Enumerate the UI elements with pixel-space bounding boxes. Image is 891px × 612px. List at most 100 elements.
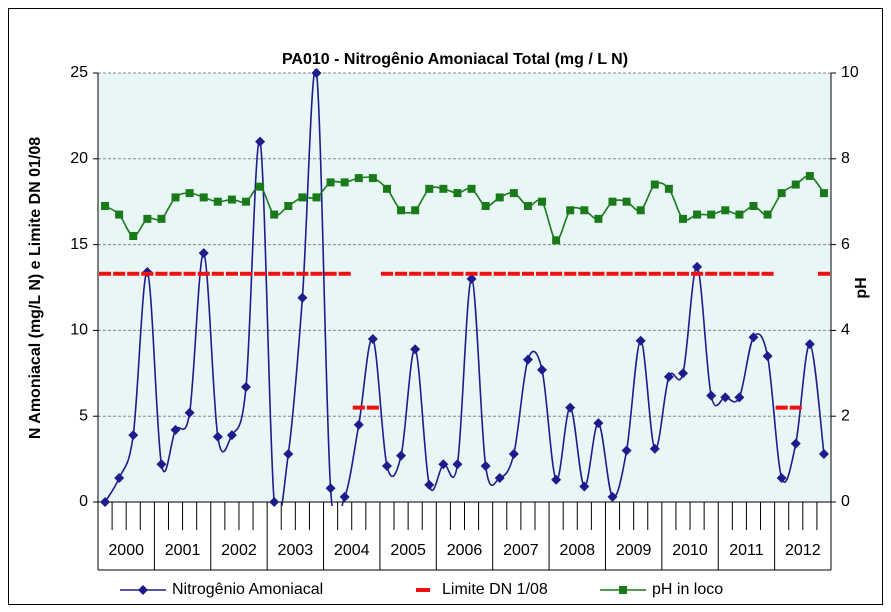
diamond-marker xyxy=(480,460,491,471)
square-marker xyxy=(143,214,152,223)
diamond-marker xyxy=(226,430,237,441)
diamond-marker xyxy=(184,407,195,418)
diamond-marker xyxy=(663,371,674,382)
legend-label: Nitrogênio Amoniacal xyxy=(172,581,323,598)
year-label: 2008 xyxy=(559,542,595,559)
diamond-marker xyxy=(381,460,392,471)
diamond-marker xyxy=(297,292,308,303)
diamond-marker xyxy=(128,430,139,441)
year-label: 2009 xyxy=(616,542,652,559)
diamond-marker xyxy=(494,472,505,483)
diamond-marker xyxy=(762,351,773,362)
diamond-marker xyxy=(198,248,209,259)
diamond-marker xyxy=(508,448,519,459)
square-marker xyxy=(467,184,476,193)
diamond-marker xyxy=(114,472,125,483)
square-marker xyxy=(538,197,547,206)
square-marker xyxy=(664,184,673,193)
year-label: 2006 xyxy=(447,542,483,559)
square-marker xyxy=(326,178,335,187)
y2-tick-label: 0 xyxy=(841,493,850,510)
square-marker xyxy=(382,184,391,193)
square-marker xyxy=(636,206,645,215)
square-marker xyxy=(284,201,293,210)
diamond-marker xyxy=(367,333,378,344)
diamond-marker xyxy=(537,364,548,375)
square-marker xyxy=(171,193,180,202)
square-marker xyxy=(622,197,631,206)
series-line xyxy=(104,175,825,242)
y2-tick-label: 4 xyxy=(841,322,850,339)
y2-tick-label: 6 xyxy=(841,236,850,253)
square-marker xyxy=(129,232,138,241)
y2-tick-label: 8 xyxy=(841,150,850,167)
diamond-marker xyxy=(396,450,407,461)
square-marker xyxy=(185,189,194,198)
diamond-marker xyxy=(522,354,533,365)
plot-area xyxy=(98,73,831,502)
legend-label: Limite DN 1/08 xyxy=(442,581,548,598)
y-tick-label: 10 xyxy=(70,322,88,339)
square-marker xyxy=(312,193,321,202)
year-label: 2003 xyxy=(278,542,314,559)
diamond-marker xyxy=(212,431,223,442)
square-marker xyxy=(509,189,518,198)
chart-title: PA010 - Nitrogênio Amoniacal Total (mg /… xyxy=(282,51,628,68)
diamond-marker xyxy=(170,424,181,435)
diamond-marker xyxy=(255,136,266,147)
diamond-marker xyxy=(325,483,336,494)
square-marker xyxy=(453,189,462,198)
y-tick-label: 0 xyxy=(79,493,88,510)
square-marker xyxy=(439,184,448,193)
year-label: 2004 xyxy=(334,542,370,559)
square-marker xyxy=(368,174,377,183)
square-marker xyxy=(523,201,532,210)
year-label: 2011 xyxy=(729,542,764,559)
y-tick-label: 5 xyxy=(79,407,88,424)
square-marker xyxy=(763,210,772,219)
diamond-marker xyxy=(621,445,632,456)
square-marker xyxy=(693,210,702,219)
diamond-marker xyxy=(790,438,801,449)
diamond-marker xyxy=(311,68,322,78)
diamond-marker xyxy=(353,419,364,430)
square-marker xyxy=(411,206,420,215)
year-label: 2001 xyxy=(165,542,201,559)
square-marker xyxy=(481,201,490,210)
square-marker xyxy=(115,210,124,219)
year-label: 2007 xyxy=(503,542,539,559)
y-axis-label: N Amoniacal (mg/L N) e Limite DN 01/08 xyxy=(27,137,44,439)
square-marker xyxy=(552,236,561,245)
diamond-marker xyxy=(720,392,731,403)
square-marker xyxy=(678,214,687,223)
diamond-marker xyxy=(748,332,759,343)
diamond-marker xyxy=(100,497,111,507)
diamond-marker xyxy=(677,368,688,379)
year-label: 2010 xyxy=(672,542,708,559)
diamond-marker xyxy=(466,273,477,284)
year-label: 2012 xyxy=(785,542,821,559)
y2-tick-label: 2 xyxy=(841,407,850,424)
square-marker xyxy=(199,193,208,202)
square-marker xyxy=(213,197,222,206)
y2-axis-label: pH xyxy=(853,277,870,298)
y-tick-label: 25 xyxy=(70,64,88,81)
diamond-marker xyxy=(692,261,703,272)
diamond-marker xyxy=(241,382,252,393)
square-marker xyxy=(227,195,236,204)
diamond-marker xyxy=(283,448,294,459)
square-marker xyxy=(650,180,659,189)
square-marker xyxy=(805,171,814,180)
legend-marker xyxy=(619,586,627,594)
square-marker xyxy=(256,182,265,191)
diamond-marker xyxy=(339,491,350,502)
y2-tick-label: 10 xyxy=(841,64,859,81)
legend-marker xyxy=(138,585,148,595)
diamond-marker xyxy=(551,474,562,485)
square-marker xyxy=(298,193,307,202)
diamond-marker xyxy=(706,390,717,401)
diamond-marker xyxy=(579,481,590,492)
square-marker xyxy=(340,178,349,187)
year-label: 2002 xyxy=(221,542,257,559)
